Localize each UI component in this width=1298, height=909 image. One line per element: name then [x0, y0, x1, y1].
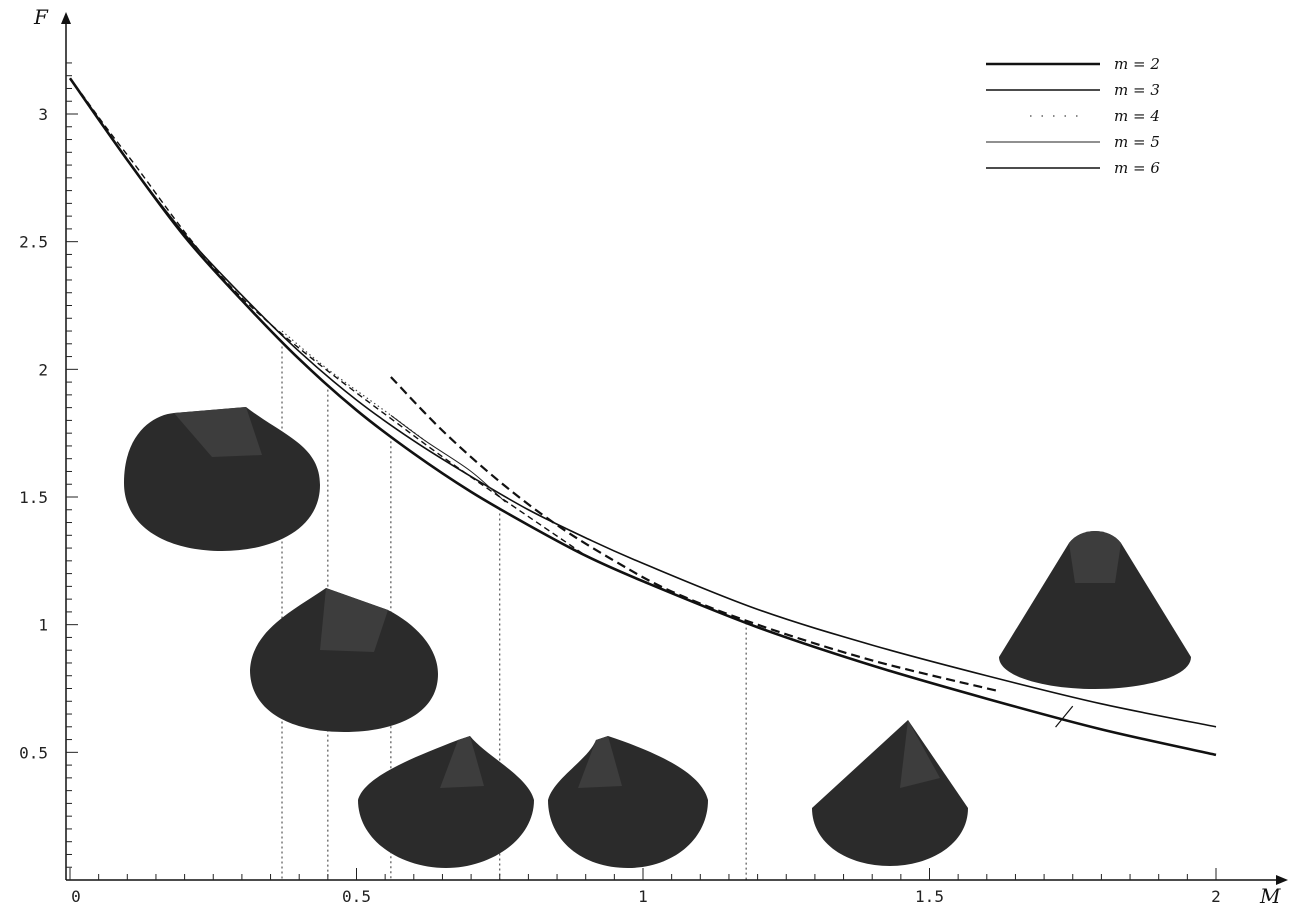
y-tick-label: 1.5	[19, 488, 48, 507]
x-tick-label: 0.5	[342, 887, 371, 906]
series-line-2	[69, 77, 1217, 728]
shape-rounded-top	[124, 407, 320, 551]
legend-label-2: m = 3	[1114, 81, 1160, 99]
series-line-5	[80, 93, 587, 557]
axes: M F	[33, 5, 1288, 908]
y-axis-label: F	[33, 5, 49, 29]
y-tick-label: 2.5	[19, 233, 48, 252]
y-tick-label: 1	[38, 616, 48, 635]
y-tick-label: 3	[38, 105, 48, 124]
legend-label-1: m = 2	[1114, 55, 1160, 73]
x-tick-label: 2	[1211, 887, 1221, 906]
y-tick-label: 0.5	[19, 743, 48, 762]
legend-label-4: m = 5	[1114, 133, 1160, 151]
shape-cone-pointed	[812, 720, 968, 866]
shape-peaked-2	[548, 736, 708, 868]
x-tick-label: 1.5	[915, 887, 944, 906]
series-line-6	[390, 376, 999, 693]
legend-label-3: m = 4	[1114, 107, 1160, 125]
series-line-1	[68, 77, 1217, 757]
legend: m = 2 m = 3 m = 4 m = 5 m = 6	[986, 55, 1160, 177]
pointer-line	[1055, 705, 1074, 728]
x-axis-label: M	[1259, 884, 1281, 908]
series-line-3	[281, 330, 426, 442]
ticks: 0 0.5 1 1.5 2 0.5 1 1.5 2 2.5 3	[19, 62, 1221, 906]
y-axis-arrow	[61, 12, 71, 24]
legend-label-5: m = 6	[1114, 159, 1160, 177]
series-lines	[68, 77, 1217, 757]
shape-illustrations	[124, 407, 1191, 868]
x-axis-arrow	[1276, 875, 1288, 885]
shape-rounded-cone	[999, 531, 1191, 689]
x-tick-label: 1	[638, 887, 648, 906]
y-tick-label: 2	[38, 360, 48, 379]
shape-sloped-top	[250, 588, 438, 732]
shape-peaked-1	[358, 736, 534, 868]
x-tick-label: 0	[71, 887, 81, 906]
series-line-4	[390, 414, 506, 503]
